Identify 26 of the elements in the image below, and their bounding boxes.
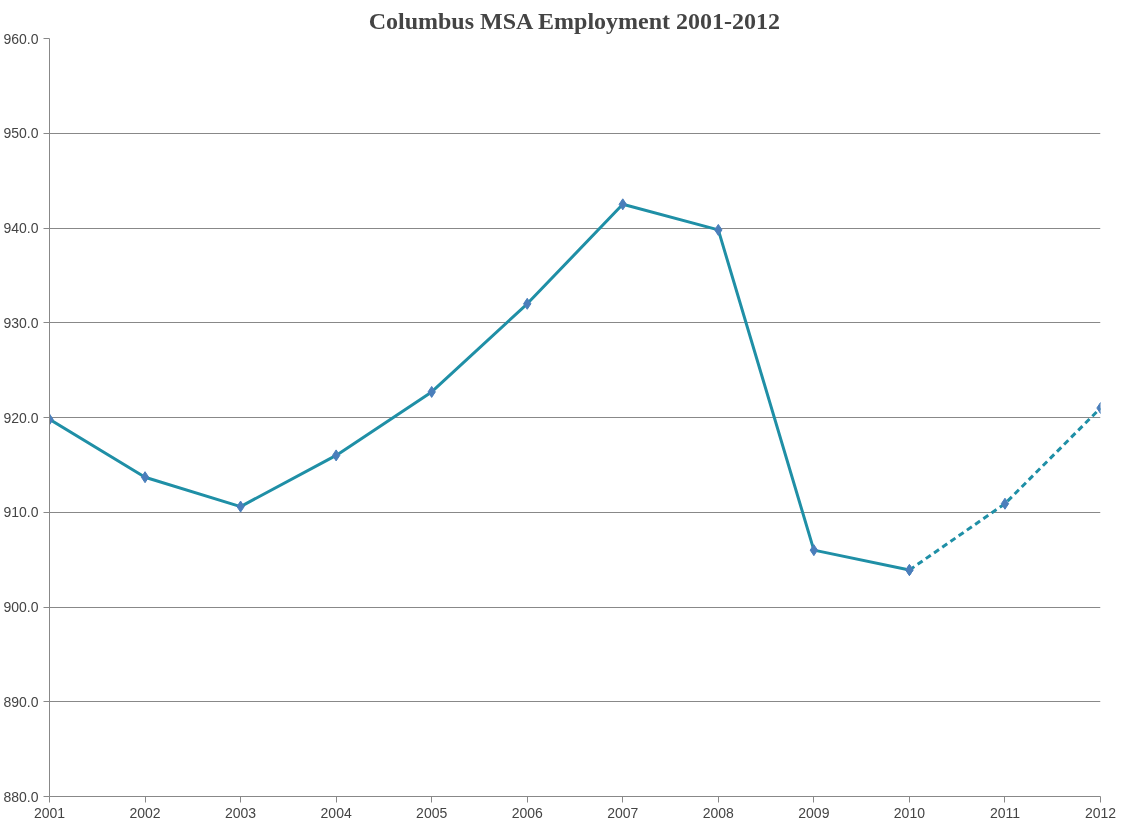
y-tick-label: 910.0 xyxy=(3,504,39,521)
x-tick-label: 2007 xyxy=(607,804,639,821)
x-tick-label: 2010 xyxy=(893,804,926,821)
y-tick-label: 960.0 xyxy=(3,30,39,47)
point xyxy=(331,449,341,462)
y-tick-label: 950.0 xyxy=(3,125,39,142)
y-tick-label: 890.0 xyxy=(3,693,39,710)
point xyxy=(809,544,819,557)
x-tick-label: 2006 xyxy=(511,804,544,821)
y-tick-label: 920.0 xyxy=(3,409,39,426)
x-tick-label: 2001 xyxy=(33,804,66,821)
y-tick-label: 880.0 xyxy=(3,788,39,805)
x-tick-label: 2003 xyxy=(225,804,257,821)
point xyxy=(140,471,150,484)
y-tick-label: 930.0 xyxy=(3,314,39,331)
x-tick-label: 2004 xyxy=(320,804,352,821)
x-tick-label: 2011 xyxy=(989,804,1021,821)
chart-title: Columbus MSA Employment 2001-2012 xyxy=(368,7,781,34)
x-tick-label: 2002 xyxy=(129,804,161,821)
point xyxy=(1000,497,1010,510)
y-tick-label: 900.0 xyxy=(3,599,39,615)
x-tick-label: 2005 xyxy=(416,804,448,821)
x-tick-label: 2009 xyxy=(798,804,830,821)
x-tick-label: 2008 xyxy=(702,804,735,821)
y-tick-label: 940.0 xyxy=(3,220,39,236)
x-tick-label: 2012 xyxy=(1084,804,1117,821)
